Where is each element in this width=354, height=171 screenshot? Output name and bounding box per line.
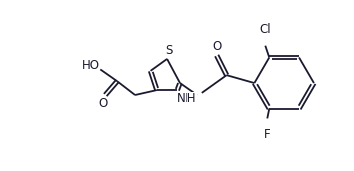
Text: O: O <box>212 40 221 53</box>
Text: HO: HO <box>81 59 99 72</box>
Text: NH: NH <box>179 92 197 105</box>
Text: Cl: Cl <box>259 23 271 36</box>
Text: O: O <box>99 97 108 110</box>
Text: S: S <box>165 44 173 57</box>
Text: F: F <box>264 128 270 141</box>
Text: N: N <box>177 93 185 106</box>
